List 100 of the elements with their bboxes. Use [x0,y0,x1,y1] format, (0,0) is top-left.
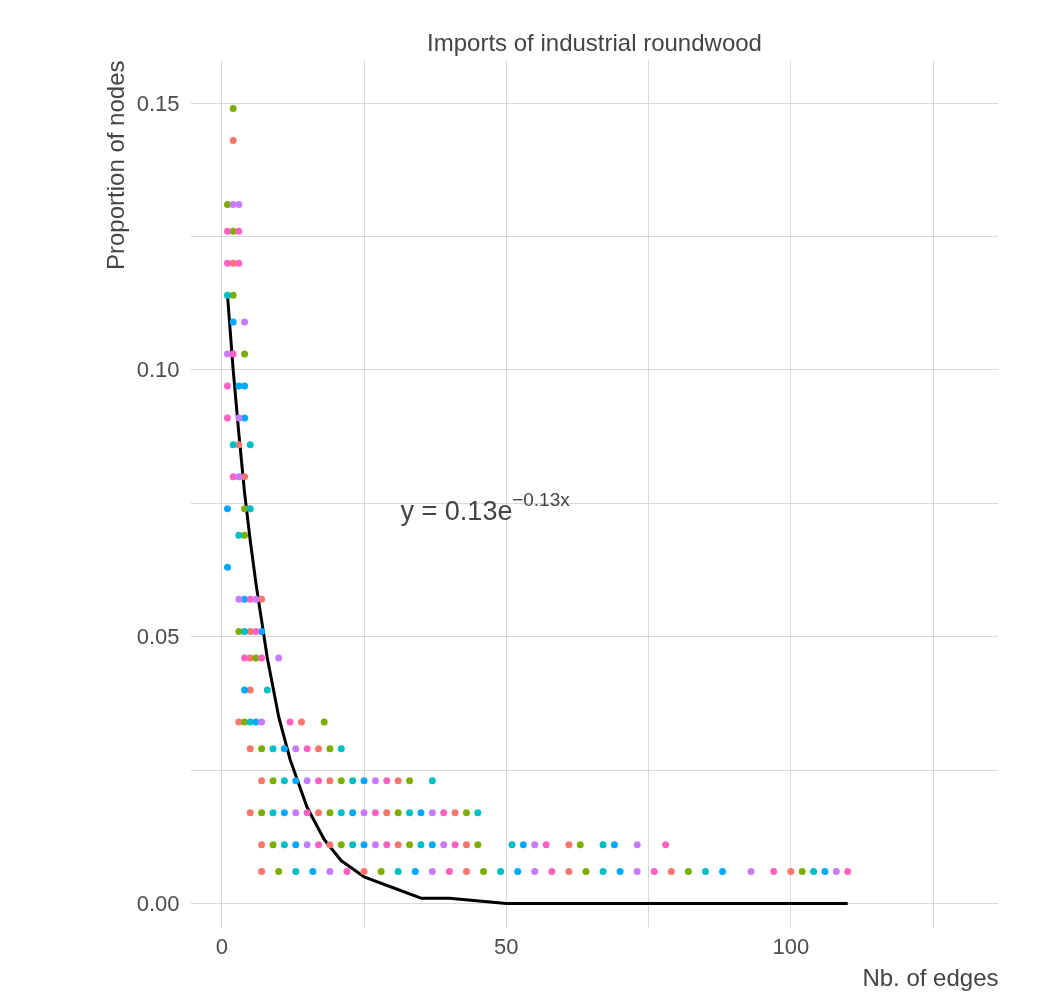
point [701,867,709,875]
point [519,841,527,849]
point [394,867,402,875]
point [394,841,402,849]
point [252,627,260,635]
point [246,686,254,694]
point [223,382,231,390]
point [303,841,311,849]
point [229,291,237,299]
point [223,291,231,299]
point [474,841,482,849]
point [241,473,249,481]
point [229,318,237,326]
point [610,841,618,849]
point [223,414,231,422]
chart-title: Imports of industrial roundwood [427,28,762,56]
point [286,718,294,726]
point [235,595,243,603]
point [326,841,334,849]
x-tick-label: 100 [772,933,810,959]
point [241,686,249,694]
point [821,867,829,875]
point [235,414,243,422]
point [235,718,243,726]
point [406,841,414,849]
point [235,259,243,267]
point [383,777,391,785]
point [223,563,231,571]
point [241,382,249,390]
point [280,745,288,753]
point [241,718,249,726]
point [258,595,266,603]
point [258,745,266,753]
point [462,841,470,849]
x-axis-title: Nb. of edges [862,963,999,991]
point [241,505,249,513]
point [548,867,556,875]
point [229,137,237,145]
point [223,505,231,513]
y-tick-label: 0.15 [136,90,180,116]
point [343,867,351,875]
point [292,777,300,785]
point [770,867,778,875]
point [269,777,277,785]
point [514,867,522,875]
point [440,841,448,849]
point [599,867,607,875]
point [337,777,345,785]
point [508,841,516,849]
point [303,745,311,753]
point [411,867,419,875]
point [241,318,249,326]
point [280,841,288,849]
y-axis-title: Proportion of nodes [101,60,129,270]
point [371,841,379,849]
point [371,809,379,817]
point [229,441,237,449]
y-tick-label: 0.00 [136,890,180,916]
point [440,809,448,817]
point [349,777,357,785]
point [360,809,368,817]
point [417,841,425,849]
point [258,777,266,785]
point [229,350,237,358]
point [633,841,641,849]
point [531,867,539,875]
point [241,414,249,422]
point [309,867,317,875]
point [844,867,852,875]
point [451,809,459,817]
point [235,201,243,209]
point [383,841,391,849]
point [787,867,795,875]
point [241,350,249,358]
point [292,745,300,753]
point [263,686,271,694]
point [360,867,368,875]
point [229,105,237,113]
point [337,745,345,753]
point [315,777,323,785]
point [292,867,300,875]
y-tick-label: 0.10 [136,357,180,383]
point [480,867,488,875]
point [235,227,243,235]
point [303,809,311,817]
point [280,777,288,785]
point [303,777,311,785]
point [576,841,584,849]
point [292,841,300,849]
point [719,867,727,875]
point [229,473,237,481]
point [474,809,482,817]
point [531,841,539,849]
point [406,809,414,817]
point [258,627,266,635]
point [406,777,414,785]
point [428,809,436,817]
point [798,867,806,875]
point [371,777,379,785]
point [565,841,573,849]
